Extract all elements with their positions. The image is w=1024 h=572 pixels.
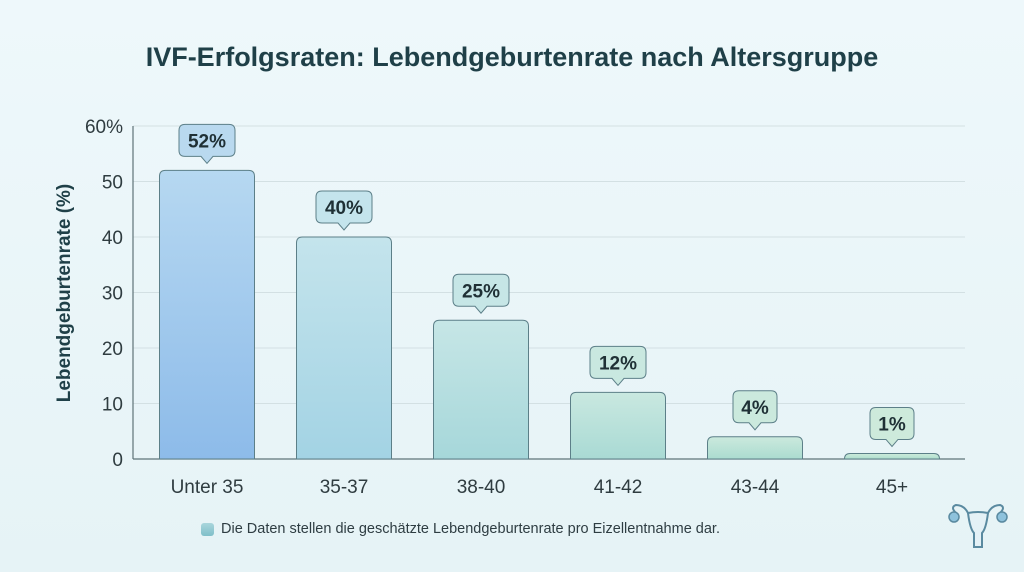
data-label: 4% [741, 398, 769, 419]
data-label-bubble [732, 390, 778, 431]
data-label: 52% [188, 131, 226, 152]
y-axis-label: Lebendgeburtenrate (%) [54, 184, 75, 403]
data-label-bubble [589, 345, 647, 387]
data-label: 40% [325, 198, 363, 219]
y-tick-label: 40 [102, 228, 123, 249]
data-label: 25% [462, 281, 500, 302]
y-tick-label: 50 [102, 173, 123, 194]
x-tick-label: 38-40 [457, 477, 506, 498]
x-tick-label: Unter 35 [171, 477, 244, 498]
bar [570, 391, 666, 460]
uterus-icon [948, 503, 1008, 548]
x-tick-label: 43-44 [731, 477, 780, 498]
y-tick-label: 60% [85, 117, 123, 138]
data-label-bubble [869, 406, 915, 448]
bar [707, 436, 803, 460]
y-tick-label: 30 [102, 284, 123, 305]
data-label: 1% [878, 414, 906, 435]
bar [843, 452, 941, 460]
x-tick-label: 35-37 [320, 477, 369, 498]
data-label-bubble [178, 123, 236, 165]
legend-swatch [201, 522, 214, 536]
x-tick-label: 41-42 [594, 477, 643, 498]
bar [433, 319, 529, 460]
footnote-text: Die Daten stellen die geschätzte Lebendg… [221, 521, 720, 537]
x-tick-label: 45+ [876, 477, 908, 498]
bar [296, 236, 392, 460]
y-tick-label: 0 [112, 450, 123, 471]
bar [159, 169, 255, 460]
data-label-bubble [315, 190, 373, 231]
data-label-bubble [452, 273, 510, 315]
chart-title: IVF-Erfolgsraten: Lebendgeburtenrate nac… [145, 42, 879, 72]
footnote: Die Daten stellen die geschätzte Lebendg… [201, 521, 720, 537]
data-label: 12% [599, 353, 637, 374]
y-tick-label: 10 [102, 395, 123, 416]
y-tick-label: 20 [102, 339, 123, 360]
bar-chart: 0 10 20 30 40 50 60% Lebendgeburtenrate (%) 52% U… [54, 117, 965, 498]
